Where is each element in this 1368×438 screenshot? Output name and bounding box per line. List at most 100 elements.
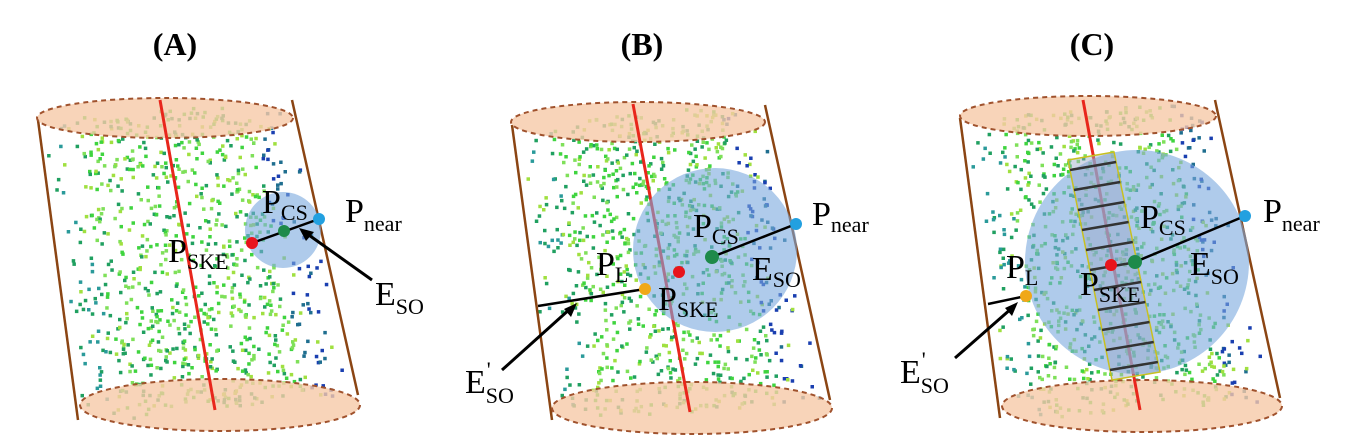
cloud-point bbox=[206, 242, 211, 246]
cloud-point bbox=[176, 185, 181, 190]
cloud-point bbox=[155, 243, 159, 247]
cloud-point bbox=[1018, 317, 1022, 322]
cloud-point bbox=[298, 311, 303, 315]
cloud-point bbox=[174, 158, 179, 162]
point-near-a bbox=[313, 213, 325, 225]
cloud-point bbox=[199, 192, 203, 196]
cloud-point bbox=[1048, 362, 1052, 366]
cloud-point bbox=[657, 352, 662, 357]
cloud-point bbox=[992, 276, 996, 280]
cloud-point bbox=[632, 145, 636, 150]
cloud-point bbox=[743, 153, 747, 157]
cloud-point bbox=[164, 355, 168, 359]
cloud-point bbox=[206, 220, 211, 224]
cloud-point bbox=[1023, 285, 1027, 289]
cloud-point bbox=[177, 310, 182, 314]
cloud-point bbox=[1138, 146, 1142, 150]
cloud-point bbox=[182, 322, 187, 326]
cloud-point bbox=[137, 246, 141, 250]
cloud-point bbox=[1191, 162, 1195, 167]
cloud-point bbox=[718, 344, 722, 348]
cloud-point bbox=[614, 169, 619, 173]
cloud-point bbox=[247, 303, 251, 307]
cloud-point bbox=[538, 310, 542, 314]
cloud-point bbox=[764, 334, 768, 338]
cloud-point bbox=[1069, 139, 1074, 144]
cloud-point bbox=[258, 284, 263, 288]
cloud-point bbox=[268, 360, 272, 365]
cloud-point bbox=[998, 161, 1003, 165]
cloud-point bbox=[228, 345, 232, 349]
cloud-point bbox=[616, 279, 620, 284]
cloud-point bbox=[646, 171, 650, 175]
cloud-point bbox=[565, 375, 569, 380]
cloud-point bbox=[1041, 174, 1046, 178]
cloud-point bbox=[246, 280, 250, 285]
arrow-e-so-prime-c bbox=[954, 306, 1013, 360]
cloud-point bbox=[237, 307, 241, 312]
cloud-point bbox=[208, 365, 213, 369]
cloud-point bbox=[89, 150, 93, 154]
cloud-point bbox=[231, 270, 236, 275]
cloud-point bbox=[1014, 143, 1019, 147]
cloud-point bbox=[737, 161, 741, 165]
cloud-point bbox=[605, 200, 609, 205]
cloud-point bbox=[588, 181, 593, 185]
cloud-point bbox=[611, 236, 615, 240]
cloud-point bbox=[248, 336, 252, 341]
cloud-point bbox=[1025, 371, 1029, 376]
cloud-point bbox=[582, 173, 586, 178]
cloud-point bbox=[96, 159, 100, 164]
cloud-point bbox=[1003, 146, 1007, 150]
cloud-point bbox=[571, 194, 576, 199]
cloud-point bbox=[1053, 360, 1058, 364]
cloud-point bbox=[263, 137, 267, 141]
cloud-point bbox=[718, 333, 723, 338]
cloud-point bbox=[592, 195, 596, 199]
cloud-point bbox=[106, 292, 110, 296]
cloud-point bbox=[292, 273, 296, 277]
cloud-point bbox=[216, 183, 220, 188]
cloud-point bbox=[562, 206, 567, 211]
cloud-point bbox=[1046, 374, 1051, 378]
cloud-point bbox=[105, 306, 109, 310]
line-l-wall-c bbox=[987, 294, 1027, 306]
cloud-point bbox=[309, 271, 313, 275]
cloud-point bbox=[1002, 232, 1007, 237]
cloud-point bbox=[106, 262, 111, 267]
cloud-point bbox=[744, 327, 749, 332]
cloud-point bbox=[120, 189, 124, 193]
cloud-point bbox=[200, 240, 204, 244]
cloud-point bbox=[182, 339, 187, 343]
cloud-point bbox=[1004, 132, 1008, 137]
cloud-point bbox=[197, 294, 201, 298]
cloud-point bbox=[546, 244, 551, 249]
cloud-point bbox=[119, 242, 123, 246]
cloud-point bbox=[180, 290, 185, 294]
cloud-point bbox=[609, 313, 614, 317]
cloud-point bbox=[1248, 326, 1252, 330]
cloud-point bbox=[94, 141, 99, 146]
cloud-point bbox=[252, 315, 256, 320]
cloud-point bbox=[1190, 377, 1194, 382]
cloud-point bbox=[289, 372, 294, 377]
cloud-point bbox=[661, 327, 665, 331]
cloud-point bbox=[623, 242, 627, 246]
cloud-point bbox=[1087, 362, 1092, 366]
panel-a: (A) PCS Pnear PSKE ESO bbox=[36, 26, 424, 432]
cloud-point bbox=[153, 164, 157, 169]
cloud-point bbox=[125, 311, 129, 316]
cloud-point bbox=[105, 336, 110, 341]
cloud-point bbox=[275, 343, 280, 348]
cloud-point bbox=[1072, 149, 1076, 153]
cloud-point bbox=[278, 297, 283, 301]
cloud-point bbox=[1026, 341, 1031, 346]
cloud-point bbox=[82, 229, 87, 234]
cloud-point bbox=[183, 169, 187, 174]
cloud-point bbox=[607, 173, 611, 178]
cloud-point bbox=[309, 310, 313, 315]
cloud-point bbox=[230, 192, 234, 196]
cloud-point bbox=[170, 311, 175, 316]
cloud-point bbox=[1012, 217, 1016, 221]
cloud-point bbox=[99, 212, 104, 216]
